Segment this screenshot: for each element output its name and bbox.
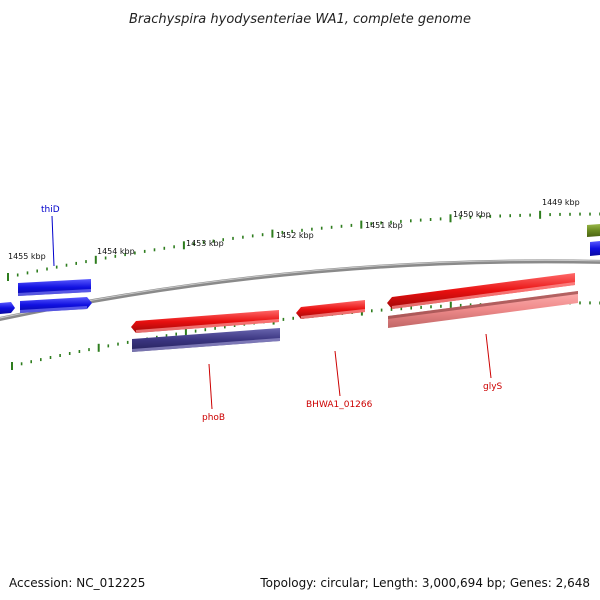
gene-BHWA1_01266[interactable]	[296, 300, 365, 319]
scale-label-1454: 1454 kbp	[97, 247, 135, 256]
gene-blue-left-edge[interactable]	[0, 302, 15, 314]
gene-red-phoB-upper[interactable]	[131, 310, 279, 333]
scale-label-1451: 1451 kbp	[365, 221, 403, 230]
map-title: Brachyspira hyodysenteriae WA1, complete…	[129, 12, 471, 27]
gene-blue-forward-2[interactable]	[20, 297, 92, 313]
scale-label-1450: 1450 kbp	[453, 210, 491, 219]
scale-label-1453: 1453 kbp	[186, 239, 224, 248]
gene-label-thiD[interactable]: thiD	[41, 205, 60, 215]
gene-glyS[interactable]	[388, 291, 578, 328]
leader-line-glyS	[485, 333, 492, 379]
leader-line-BHWA1_01266	[334, 350, 341, 397]
gene-label-BHWA1_01266[interactable]: BHWA1_01266	[306, 400, 373, 410]
gene-thiD-forward[interactable]	[18, 279, 91, 296]
gene-olive-right-edge[interactable]	[587, 224, 600, 237]
topology-stats-text: Topology: circular; Length: 3,000,694 bp…	[260, 576, 590, 590]
gene-label-glyS[interactable]: glyS	[483, 382, 503, 392]
accession-text: Accession: NC_012225	[9, 576, 146, 590]
outer-scale-ticks	[7, 210, 600, 281]
scale-label-1449: 1449 kbp	[542, 198, 580, 207]
gene-red-glyS-upper[interactable]	[387, 273, 575, 309]
gene-label-phoB[interactable]: phoB	[202, 413, 225, 423]
gene-blue-right-edge[interactable]	[590, 241, 600, 256]
gene-phoB[interactable]	[132, 328, 280, 352]
leader-line-thiD	[51, 215, 55, 267]
leader-line-phoB	[208, 363, 213, 410]
scale-label-1455: 1455 kbp	[8, 252, 46, 261]
scale-label-1452: 1452 kbp	[276, 231, 314, 240]
